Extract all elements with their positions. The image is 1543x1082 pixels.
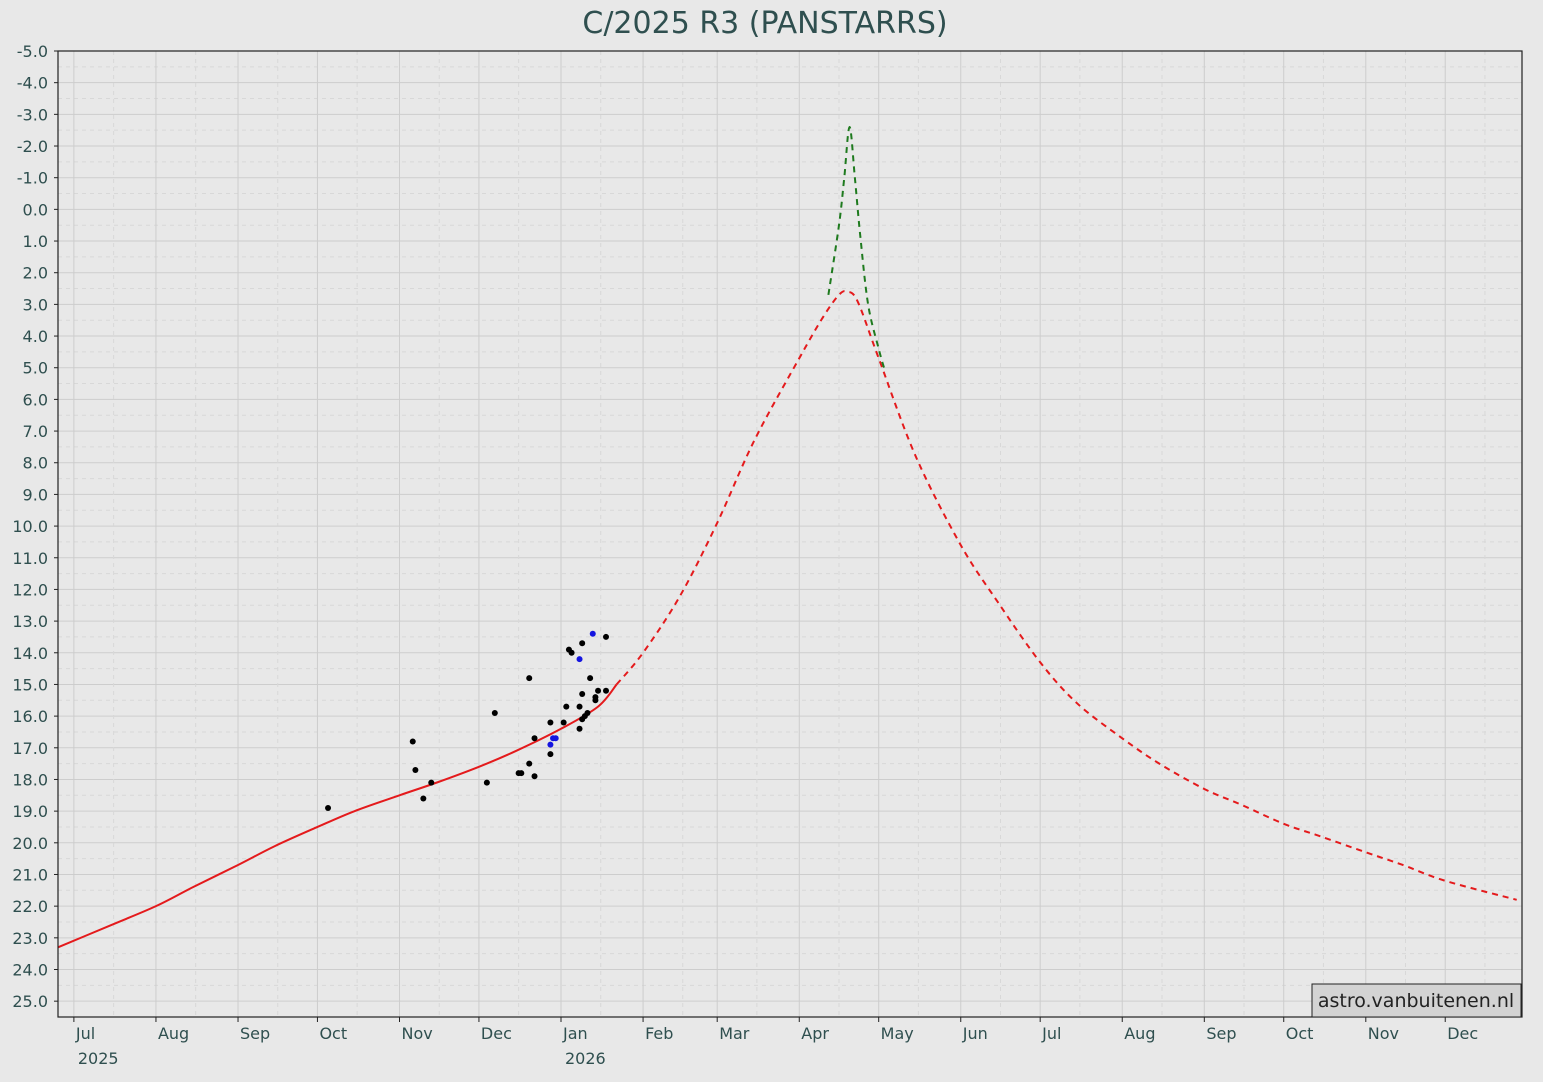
observation-point xyxy=(603,687,610,694)
observation-point xyxy=(547,719,554,726)
observation-point xyxy=(491,709,498,716)
observation-point xyxy=(552,735,559,742)
x-tick-label: Dec xyxy=(481,1024,512,1043)
observation-point xyxy=(409,738,416,745)
x-tick-label: Aug xyxy=(1124,1024,1155,1043)
y-tick-label: 14.0 xyxy=(12,644,48,663)
observation-point xyxy=(603,633,610,640)
observation-point xyxy=(568,649,575,656)
y-tick-label: 3.0 xyxy=(23,295,48,314)
y-tick-label: 1.0 xyxy=(23,232,48,251)
observation-point xyxy=(531,735,538,742)
y-tick-label: 6.0 xyxy=(23,390,48,409)
x-tick-label: Oct xyxy=(319,1024,347,1043)
observation-point xyxy=(592,694,599,701)
y-tick-label: 16.0 xyxy=(12,707,48,726)
y-tick-label: 4.0 xyxy=(23,327,48,346)
x-tick-label: May xyxy=(881,1024,914,1043)
observation-point xyxy=(531,773,538,780)
x-tick-label: Oct xyxy=(1286,1024,1314,1043)
x-tick-label: Jun xyxy=(962,1024,988,1043)
observation-point xyxy=(412,766,419,773)
series-line-2 xyxy=(827,126,885,368)
observation-point xyxy=(587,675,594,682)
y-tick-label: 2.0 xyxy=(23,264,48,283)
series-line-0 xyxy=(57,683,618,949)
y-tick-label: 24.0 xyxy=(12,960,48,979)
observation-point xyxy=(428,779,435,786)
y-tick-label: 19.0 xyxy=(12,802,48,821)
x-tick-label: Aug xyxy=(158,1024,189,1043)
observation-point xyxy=(563,703,570,710)
y-tick-label: 0.0 xyxy=(23,200,48,219)
observation-point xyxy=(576,725,583,732)
y-axis-ticks: -5.0 -4.0 -3.0 -2.0 -1.0 0.0 1.0 2.0 3.0 4.0 5.0 6.… xyxy=(12,42,58,1011)
x-tick-label: Jan xyxy=(562,1024,588,1043)
x-tick-label: Jul xyxy=(75,1024,95,1043)
y-tick-label: -3.0 xyxy=(17,105,48,124)
grid xyxy=(58,50,1522,1018)
observation-point xyxy=(560,719,567,726)
observation-point xyxy=(420,795,427,802)
y-tick-label: 11.0 xyxy=(12,549,48,568)
y-tick-label: 5.0 xyxy=(23,359,48,378)
x-tick-label: Apr xyxy=(801,1024,829,1043)
observation-point xyxy=(576,703,583,710)
observation-point xyxy=(595,687,602,694)
y-tick-label: 12.0 xyxy=(12,580,48,599)
observation-point xyxy=(325,804,332,811)
y-tick-label: 22.0 xyxy=(12,897,48,916)
x-tick-label: Sep xyxy=(240,1024,270,1043)
x-tick-label: Nov xyxy=(402,1024,433,1043)
plot-border xyxy=(57,50,1523,1018)
observation-point xyxy=(526,760,533,767)
observation-point xyxy=(579,640,586,647)
x-tick-label: Dec xyxy=(1447,1024,1478,1043)
observation-point xyxy=(547,741,554,748)
y-tick-label: 8.0 xyxy=(23,454,48,473)
observation-point xyxy=(518,770,525,777)
x-tick-label: Mar xyxy=(719,1024,750,1043)
y-tick-label: -1.0 xyxy=(17,169,48,188)
y-tick-label: 23.0 xyxy=(12,929,48,948)
credit-box: astro.vanbuitenen.nl xyxy=(1311,983,1522,1018)
y-tick-label: 18.0 xyxy=(12,770,48,789)
y-tick-label: 21.0 xyxy=(12,865,48,884)
chart-title: C/2025 R3 (PANSTARRS) xyxy=(582,6,947,41)
x-tick-label: Nov xyxy=(1368,1024,1399,1043)
x-tick-year: 2025 xyxy=(78,1049,119,1068)
credit-text: astro.vanbuitenen.nl xyxy=(1318,990,1514,1012)
y-tick-label: 15.0 xyxy=(12,675,48,694)
y-tick-label: 10.0 xyxy=(12,517,48,536)
observation-point xyxy=(526,675,533,682)
y-tick-label: 7.0 xyxy=(23,422,48,441)
y-tick-label: -2.0 xyxy=(17,137,48,156)
credit-box-bg xyxy=(1311,983,1522,1018)
observation-point xyxy=(576,656,583,663)
observation-point xyxy=(579,690,586,697)
y-tick-label: 17.0 xyxy=(12,739,48,758)
x-tick-label: Feb xyxy=(645,1024,673,1043)
x-axis-ticks: Jul 2025 Aug Sep Oct Nov Dec Jan 2026 Feb Mar Apr Ma… xyxy=(73,1017,1478,1068)
series-line-1 xyxy=(615,290,1517,901)
y-tick-label: 13.0 xyxy=(12,612,48,631)
series-group xyxy=(57,126,1517,949)
y-tick-label: 20.0 xyxy=(12,834,48,853)
observations-group xyxy=(325,630,610,811)
y-tick-label: -5.0 xyxy=(17,42,48,61)
observation-point xyxy=(584,709,591,716)
y-tick-label: 9.0 xyxy=(23,485,48,504)
y-tick-label: 25.0 xyxy=(12,992,48,1011)
y-tick-label: -4.0 xyxy=(17,74,48,93)
observation-point xyxy=(589,630,596,637)
observation-point xyxy=(547,751,554,758)
x-tick-label: Sep xyxy=(1206,1024,1236,1043)
observation-point xyxy=(483,779,490,786)
x-tick-label: Jul xyxy=(1041,1024,1061,1043)
x-tick-year: 2026 xyxy=(565,1049,606,1068)
